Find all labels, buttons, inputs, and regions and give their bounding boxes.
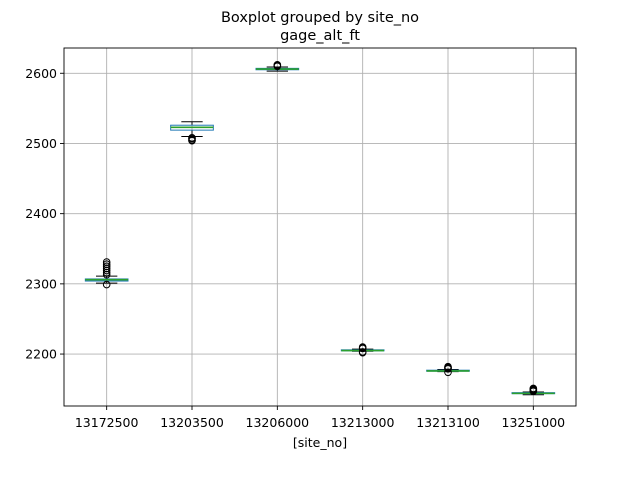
outlier-point — [444, 362, 452, 371]
x-tick-label: 13203500 — [160, 415, 224, 430]
y-tick-label: 2600 — [25, 66, 57, 81]
x-tick-label: 13213100 — [416, 415, 480, 430]
outlier-point — [188, 134, 196, 142]
outlier-point — [102, 260, 111, 269]
outlier-point — [273, 61, 282, 69]
box-group — [84, 258, 129, 289]
y-tick-label: 2400 — [25, 206, 57, 221]
y-tick-label: 2500 — [25, 136, 57, 151]
outlier-point — [102, 258, 111, 266]
box-group — [511, 384, 556, 396]
outlier-point — [358, 348, 367, 356]
plot-frame — [63, 47, 577, 407]
y-tick-label: 2200 — [25, 347, 57, 362]
tick-layer: 2200 2300 2400 2500 2600 13172500 13203500 1320… — [25, 66, 565, 430]
box-layer — [84, 61, 556, 396]
chart-title: Boxplot grouped by site_no — [221, 10, 419, 26]
outlier-point — [358, 343, 367, 351]
box-group — [340, 343, 385, 357]
box-group — [255, 61, 300, 72]
outlier-point — [529, 384, 538, 393]
x-axis-label: [site_no] — [293, 435, 347, 450]
x-tick-label: 13213000 — [331, 415, 395, 430]
box-group — [170, 121, 214, 145]
outlier-point — [102, 262, 111, 271]
x-tick-label: 13251000 — [502, 415, 566, 430]
x-tick-label: 13206000 — [246, 415, 310, 430]
x-tick-label: 13172500 — [75, 415, 139, 430]
chart-subtitle: gage_alt_ft — [280, 28, 360, 44]
outlier-point — [102, 280, 111, 289]
grid-layer — [64, 48, 576, 406]
outlier-point — [444, 368, 452, 377]
y-tick-label: 2300 — [25, 276, 57, 291]
box-group — [426, 362, 470, 377]
